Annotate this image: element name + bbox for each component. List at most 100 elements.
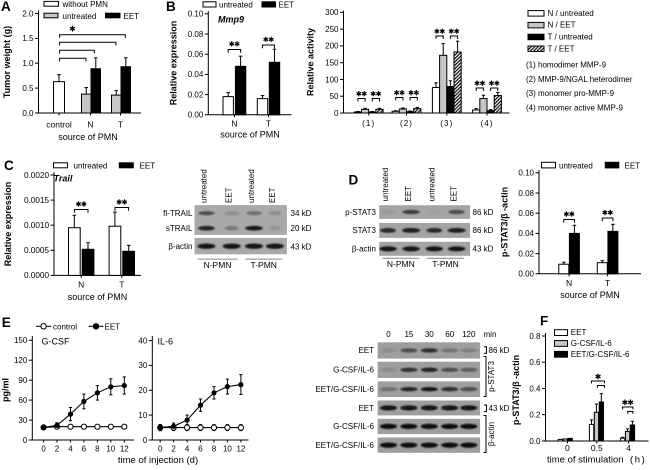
svg-text:40: 40: [138, 336, 147, 345]
svg-text:0.0010: 0.0010: [24, 221, 49, 230]
svg-text:β-actin: β-actin: [352, 245, 376, 254]
svg-text:0.0020: 0.0020: [24, 171, 49, 180]
svg-text:60: 60: [18, 396, 27, 405]
svg-text:T: T: [605, 278, 610, 288]
svg-text:50: 50: [330, 92, 339, 101]
svg-text:time of injection (d): time of injection (d): [118, 455, 198, 466]
svg-text:STAT3: STAT3: [352, 226, 376, 235]
svg-text:0.06: 0.06: [518, 209, 534, 218]
svg-text:Tumor weight (g): Tumor weight (g): [2, 26, 12, 98]
svg-text:0.5: 0.5: [591, 443, 603, 453]
svg-text:20 kD: 20 kD: [291, 224, 312, 233]
svg-text:G-CSF: G-CSF: [42, 337, 71, 347]
svg-text:T-PMN: T-PMN: [432, 259, 458, 269]
svg-text:30: 30: [138, 361, 147, 370]
svg-text:6: 6: [198, 445, 203, 454]
svg-text:0.4: 0.4: [529, 384, 541, 393]
svg-text:12: 12: [236, 445, 245, 454]
svg-text:4: 4: [626, 443, 631, 453]
svg-text:86 kD: 86 kD: [473, 208, 494, 217]
svg-text:1.5: 1.5: [22, 34, 34, 43]
svg-text:EET: EET: [140, 162, 156, 171]
svg-text:43 kD: 43 kD: [291, 243, 312, 252]
svg-text:90: 90: [18, 376, 27, 385]
svg-text:0.0: 0.0: [529, 437, 541, 446]
svg-text:Relative expression: Relative expression: [3, 182, 13, 267]
svg-text:0: 0: [158, 445, 163, 454]
svg-text:IL-6: IL-6: [158, 337, 174, 347]
svg-text:G-CSF/IL-6: G-CSF/IL-6: [571, 339, 612, 348]
svg-text:43 kD: 43 kD: [489, 404, 510, 413]
svg-text:p-STAT3: p-STAT3: [345, 208, 376, 217]
svg-text:10: 10: [106, 445, 115, 454]
svg-text:D: D: [349, 173, 359, 188]
svg-text:EET: EET: [358, 346, 374, 355]
svg-text:N-PMN: N-PMN: [387, 259, 415, 269]
svg-text:86 kD: 86 kD: [473, 226, 494, 235]
svg-text:20: 20: [138, 386, 147, 395]
svg-text:34 kD: 34 kD: [291, 209, 312, 218]
svg-text:untreated: untreated: [427, 168, 436, 202]
svg-text:2: 2: [171, 445, 176, 454]
svg-text:T / untreated: T / untreated: [548, 33, 593, 42]
svg-text:0: 0: [565, 443, 570, 453]
svg-text:N: N: [87, 120, 93, 130]
svg-text:0.00: 0.00: [518, 270, 534, 279]
svg-text:0.04: 0.04: [518, 229, 534, 238]
svg-text:EET: EET: [225, 187, 234, 203]
svg-text:G-CSF/IL-6: G-CSF/IL-6: [333, 422, 374, 431]
svg-text:0.08: 0.08: [518, 189, 534, 198]
svg-text:untreated: untreated: [63, 12, 97, 21]
svg-text:untreated: untreated: [219, 1, 253, 10]
svg-text:0: 0: [23, 436, 28, 445]
svg-text:0.8: 0.8: [529, 332, 541, 341]
svg-text:0.10: 0.10: [518, 169, 534, 178]
svg-text:(3): (3): [440, 119, 453, 128]
svg-text:N: N: [231, 119, 237, 129]
svg-text:N: N: [78, 280, 84, 290]
svg-text:(1): (1): [362, 119, 375, 128]
svg-text:0: 0: [334, 109, 339, 118]
svg-text:control: control: [53, 322, 77, 331]
svg-text:without PMN: without PMN: [62, 0, 109, 9]
svg-text:EET: EET: [358, 404, 374, 413]
svg-text:0: 0: [143, 436, 148, 445]
svg-text:6: 6: [82, 445, 87, 454]
svg-text:0.02: 0.02: [188, 90, 204, 99]
svg-text:0.5: 0.5: [22, 84, 34, 93]
svg-text:p-STAT3/β -actin: p-STAT3/β -actin: [500, 187, 510, 257]
svg-text:EET/G-CSF/IL-6: EET/G-CSF/IL-6: [571, 350, 630, 359]
svg-text:T: T: [118, 120, 123, 130]
svg-text:Trail: Trail: [54, 174, 73, 184]
svg-text:untreated: untreated: [381, 168, 390, 202]
svg-text:15: 15: [404, 330, 413, 339]
svg-text:0: 0: [386, 330, 391, 339]
svg-text:pg/ml: pg/ml: [1, 378, 11, 402]
svg-text:4: 4: [68, 445, 73, 454]
svg-text:0.0000: 0.0000: [24, 271, 49, 280]
svg-text:control: control: [46, 120, 72, 130]
svg-text:fl-TRAIL: fl-TRAIL: [163, 209, 193, 218]
svg-text:T: T: [266, 119, 271, 129]
svg-text:Mmp9: Mmp9: [218, 15, 244, 25]
svg-text:10: 10: [223, 445, 232, 454]
svg-text:8: 8: [95, 445, 100, 454]
svg-text:source of PMN: source of PMN: [560, 290, 620, 300]
svg-text:0.02: 0.02: [518, 249, 534, 258]
svg-text:EET/G-CSF/IL-6: EET/G-CSF/IL-6: [315, 441, 374, 450]
svg-text:2.0: 2.0: [22, 9, 34, 18]
svg-text:0.04: 0.04: [188, 70, 204, 79]
svg-text:EET: EET: [268, 187, 277, 203]
svg-text:(4) monomer active MMP-9: (4) monomer active MMP-9: [526, 103, 623, 112]
svg-text:(2) MMP-9/NGAL heterodimer: (2) MMP-9/NGAL heterodimer: [526, 75, 633, 84]
svg-text:C: C: [4, 158, 14, 173]
svg-text:EET: EET: [450, 186, 459, 202]
svg-text:source of PMN: source of PMN: [58, 132, 118, 142]
svg-text:10: 10: [138, 411, 147, 420]
svg-text:EET: EET: [571, 328, 587, 337]
svg-text:150: 150: [14, 336, 28, 345]
svg-text:(h): (h): [630, 455, 646, 466]
svg-text:(4): (4): [480, 119, 493, 128]
svg-text:EET: EET: [279, 1, 295, 10]
svg-text:N / untreated: N / untreated: [548, 9, 594, 18]
